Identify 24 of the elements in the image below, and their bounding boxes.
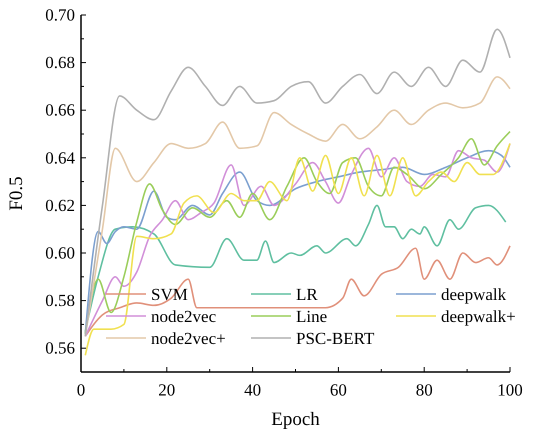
legend-label: Line: [296, 307, 328, 326]
y-tick-label: 0.58: [45, 291, 75, 310]
legend-label: deepwalk: [441, 285, 507, 304]
y-tick-label: 0.62: [45, 196, 75, 215]
legend-label: SVM: [151, 285, 188, 304]
x-axis-title: Epoch: [271, 409, 320, 430]
x-tick-label: 20: [158, 380, 176, 400]
y-tick-label: 0.66: [45, 100, 75, 120]
legend-label: LR: [296, 285, 318, 304]
legend-label: node2vec: [151, 307, 217, 326]
x-tick-label: 80: [416, 380, 433, 400]
x-tick-label: 0: [76, 380, 86, 400]
x-tick-label: 40: [244, 380, 262, 400]
y-tick-label: 0.56: [45, 338, 75, 358]
y-tick-label: 0.68: [45, 53, 75, 72]
y-tick-label: 0.64: [45, 148, 76, 168]
y-tick-label: 0.60: [45, 243, 75, 262]
y-axis-title: F0.5: [6, 176, 27, 211]
x-tick-label: 100: [497, 380, 523, 400]
y-tick-label: 0.70: [45, 5, 75, 24]
legend-label: PSC-BERT: [296, 329, 375, 348]
legend-label: deepwalk+: [441, 307, 516, 326]
x-tick-label: 60: [330, 380, 347, 400]
legend-label: node2vec+: [151, 329, 226, 348]
